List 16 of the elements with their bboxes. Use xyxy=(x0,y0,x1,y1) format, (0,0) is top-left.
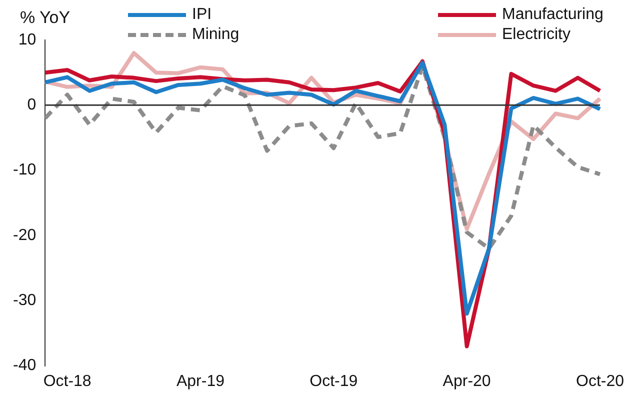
y-tick-label: 10 xyxy=(18,31,36,48)
x-tick-label: Oct-18 xyxy=(43,372,92,390)
y-tick-label: -20 xyxy=(13,226,36,244)
x-tick-label: Oct-19 xyxy=(310,372,358,390)
y-tick-label: 0 xyxy=(27,96,36,114)
legend-label: Manufacturing xyxy=(502,6,604,24)
legend-label: Mining xyxy=(192,26,240,44)
y-tick-label: -10 xyxy=(13,162,36,179)
legend-label: Electricity xyxy=(502,26,570,44)
y-tick-label: -30 xyxy=(13,292,36,310)
y-axis-title: % YoY xyxy=(20,8,70,28)
y-tick-label: -40 xyxy=(13,357,36,374)
x-tick-label: Oct-20 xyxy=(576,372,624,390)
x-tick-label: Apr-19 xyxy=(176,372,225,390)
x-tick-label: Apr-20 xyxy=(442,372,491,390)
legend-label: IPI xyxy=(192,6,212,24)
